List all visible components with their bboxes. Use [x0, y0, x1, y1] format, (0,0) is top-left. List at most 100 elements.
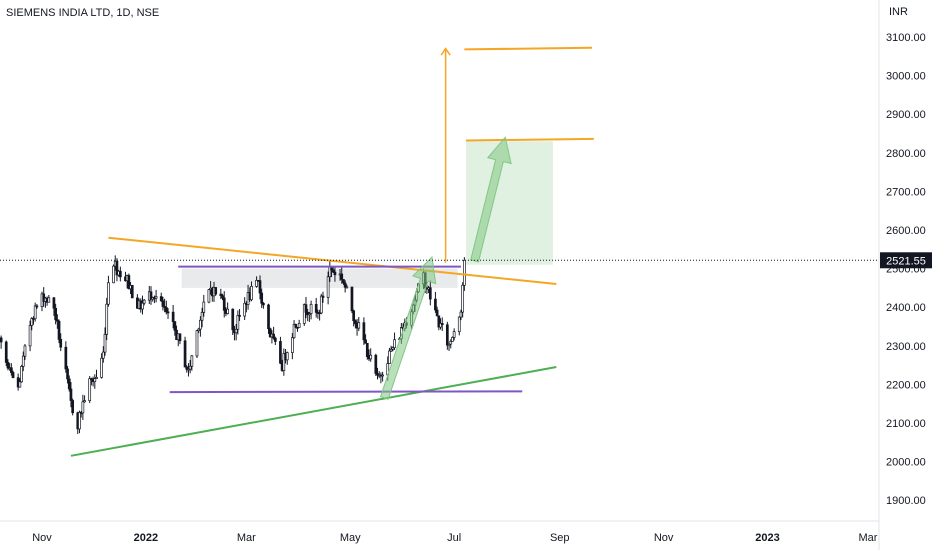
trendline [71, 367, 556, 456]
candle-body [155, 297, 157, 299]
price-tick-label: 2700.00 [886, 186, 926, 198]
time-tick-label: May [340, 532, 361, 544]
candle-body [353, 311, 355, 321]
price-tick-label: 2300.00 [886, 341, 926, 353]
candle-body [94, 379, 96, 382]
candle-body [131, 285, 133, 298]
candle-body [320, 296, 322, 313]
candle-body [262, 303, 264, 305]
candle-body [273, 334, 275, 338]
candle-body [203, 302, 205, 312]
candle-body [295, 324, 297, 327]
price-unit-label: INR [889, 6, 908, 18]
candle-body [143, 300, 145, 303]
price-tick-label: 2900.00 [886, 109, 926, 121]
candle-body [394, 340, 396, 348]
candle-body [446, 325, 448, 345]
candle-body [106, 304, 108, 334]
candle-body [167, 312, 169, 313]
candle-body [24, 346, 26, 356]
candle-body [68, 379, 70, 389]
candle-body [101, 358, 103, 377]
time-tick-label: Mar [859, 532, 878, 544]
price-tick-label: 2400.00 [886, 302, 926, 314]
trendline [170, 391, 523, 392]
candle-body [78, 412, 80, 428]
candle-body [0, 338, 2, 342]
trendline [464, 48, 592, 50]
candle-body [436, 310, 438, 316]
candle-body [358, 323, 360, 328]
candle-body [84, 401, 86, 402]
candle-body [95, 377, 97, 378]
candle-body [141, 303, 143, 309]
candle-body [268, 305, 270, 329]
candle-body [451, 337, 453, 341]
candle-body [342, 279, 344, 283]
candle-body [12, 373, 14, 378]
candle-body [174, 322, 176, 331]
candle-body [29, 325, 31, 345]
candle-body [196, 331, 198, 356]
candle-body [5, 342, 7, 362]
candle-body [460, 312, 462, 317]
candle-body [223, 298, 225, 310]
candle-body [65, 347, 67, 369]
candle-body [334, 272, 336, 275]
candle-body [261, 293, 263, 303]
candle-body [107, 283, 109, 304]
candle-body [191, 356, 193, 366]
candle-body [215, 287, 217, 294]
candle-body [305, 305, 307, 313]
candle-body [310, 304, 312, 313]
candle-body [327, 277, 329, 298]
candle-body [21, 366, 23, 381]
candle-body [453, 332, 455, 338]
time-tick-label: Sep [550, 532, 570, 544]
candle-body [67, 369, 69, 379]
candle-body [244, 303, 246, 316]
candle-body [274, 338, 276, 341]
trendline [466, 139, 594, 141]
candle-body [458, 317, 460, 332]
candle-body [434, 299, 436, 310]
candle-body [70, 389, 72, 401]
time-tick-label: Jul [447, 532, 461, 544]
time-tick-label: 2022 [134, 532, 158, 544]
price-tick-label: 3100.00 [886, 32, 926, 44]
candle-body [55, 308, 57, 320]
candle-body [250, 286, 252, 299]
candle-body [184, 341, 186, 367]
time-tick-label: Nov [32, 532, 52, 544]
price-tick-label: 2000.00 [886, 457, 926, 469]
candle-body [375, 355, 377, 373]
candle-body [201, 312, 203, 320]
candle-body [462, 285, 464, 312]
candle-body [113, 266, 115, 283]
candle-body [7, 362, 9, 368]
candle-body [450, 341, 452, 344]
candle-body [235, 329, 237, 332]
candle-body [322, 296, 324, 297]
highlight-zone [182, 269, 458, 288]
candle-body [189, 366, 191, 369]
candle-body [199, 320, 201, 329]
candle-body [48, 298, 50, 302]
candle-body [119, 271, 121, 277]
candle-body [388, 351, 390, 364]
candle-body [89, 379, 91, 401]
candle-body [370, 355, 372, 359]
last-price-label: 2521.55 [886, 255, 926, 267]
candle-body [354, 321, 356, 324]
candle-body [365, 340, 367, 343]
candle-body [36, 306, 38, 307]
candle-body [291, 338, 293, 353]
candle-body [82, 402, 84, 413]
candle-body [104, 334, 106, 352]
candle-body [286, 353, 288, 360]
candle-body [298, 323, 300, 327]
time-tick-label: Nov [654, 532, 674, 544]
candle-body [162, 301, 164, 307]
